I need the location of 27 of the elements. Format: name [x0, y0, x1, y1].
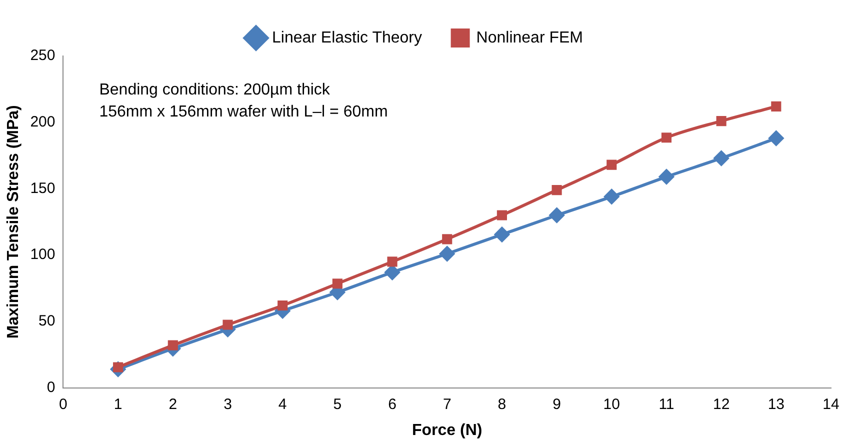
y-tick-label: 100 [30, 246, 56, 264]
x-tick-label: 14 [822, 396, 840, 413]
x-tick-label: 13 [768, 396, 785, 413]
y-tick-label: 250 [30, 47, 56, 64]
x-tick-label: 0 [59, 396, 68, 413]
x-tick-label: 9 [552, 396, 561, 413]
x-tick-label: 6 [388, 396, 396, 413]
x-tick-label: 4 [278, 396, 287, 413]
y-tick-label: 150 [30, 180, 56, 197]
legend-label: Linear Elastic Theory [272, 29, 422, 46]
x-tick-label: 7 [442, 396, 452, 413]
x-tick-label: 11 [658, 396, 674, 413]
y-tick-label: 200 [30, 114, 56, 130]
x-axis-title: Force (N) [412, 422, 482, 439]
y-tick-label: 50 [38, 312, 56, 330]
x-tick-label: 8 [498, 396, 506, 413]
legend-label: Nonlinear FEM [476, 29, 583, 46]
y-axis-title: Maximum Tensile Stress (MPa) [5, 105, 22, 339]
x-tick-label: 12 [712, 396, 730, 413]
x-tick-label: 5 [333, 396, 342, 413]
x-tick-label: 3 [224, 396, 232, 413]
annotation: 156mm x 156mm wafer with L–l = 60mm [99, 103, 388, 120]
annotation: Bending conditions: 200µm thick [99, 81, 331, 98]
x-tick-label: 10 [603, 396, 620, 413]
x-tick-label: 2 [168, 396, 178, 413]
y-tick-label: 0 [46, 378, 56, 396]
x-tick-label: 1 [114, 396, 122, 413]
